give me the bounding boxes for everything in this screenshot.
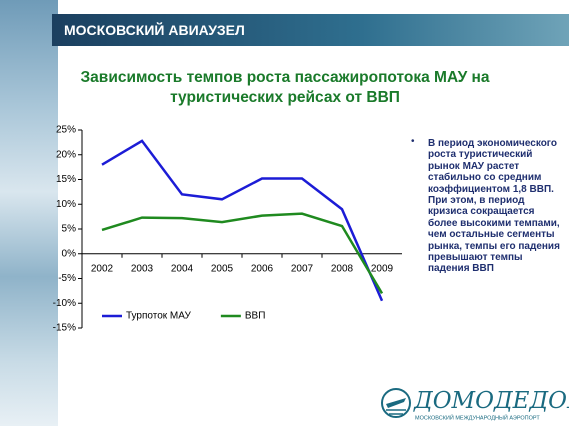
x-tick-label: 2004 [171,263,194,274]
logo-subtitle: МОСКОВСКИЙ МЕЖДУНАРОДНЫЙ АЭРОПОРТ [415,413,540,421]
legend-label: ВВП [245,311,266,322]
x-tick-label: 2008 [331,263,354,274]
x-tick-label: 2003 [131,263,154,274]
logo-icon [381,388,411,418]
legend-label: Турпоток МАУ [126,311,191,322]
y-tick-label: -5% [58,273,76,284]
cloud-strip [0,0,58,426]
y-tick-label: -15% [53,323,76,334]
y-tick-label: 0% [62,248,77,259]
x-tick-label: 2009 [371,263,394,274]
x-tick-label: 2002 [91,263,114,274]
y-tick-label: 25% [56,125,76,136]
x-tick-label: 2007 [291,263,314,274]
y-tick-label: 5% [62,224,77,235]
note-text: В период экономического роста туристичес… [428,138,560,275]
logo-name: ДОМОДЕДОВО [413,388,569,414]
series-line [101,139,384,302]
y-tick-label: 10% [56,199,76,210]
header-bar: МОСКОВСКИЙ АВИАУЗЕЛ [52,14,569,46]
y-tick-label: 15% [56,174,76,185]
header-title: МОСКОВСКИЙ АВИАУЗЕЛ [64,22,245,38]
y-tick-label: -10% [53,298,76,309]
bullet: • [411,136,415,147]
y-tick-label: 20% [56,149,76,160]
chart-title: Зависимость темпов роста пассажиропотока… [80,69,490,106]
x-tick-label: 2006 [251,263,274,274]
x-tick-label: 2005 [211,263,234,274]
series-line [101,212,384,294]
